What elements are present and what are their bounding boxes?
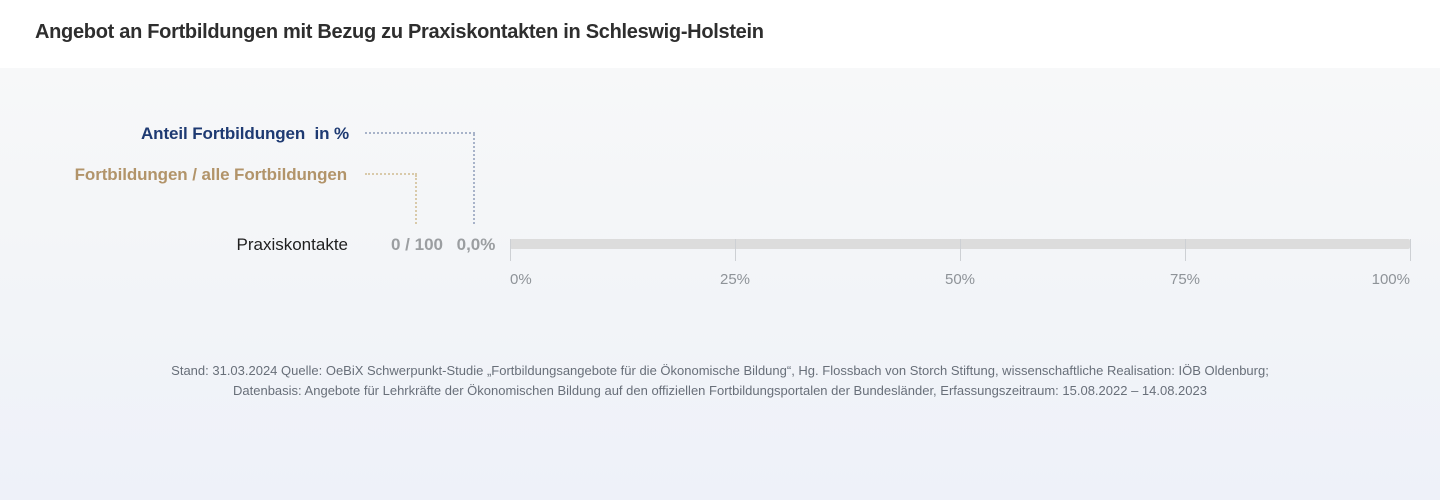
ratio-value: 0 / 100	[391, 235, 443, 254]
axis-tick-mark	[1185, 239, 1186, 261]
axis-tick-label: 75%	[1169, 271, 1201, 288]
source-line-1: Stand: 31.03.2024 Quelle: OeBiX Schwerpu…	[171, 363, 1269, 378]
axis-tick-mark	[510, 239, 511, 261]
legend-percent-label: Anteil Fortbildungen in %	[141, 124, 349, 143]
percent-value: 0,0%	[456, 235, 496, 254]
source-note: Stand: 31.03.2024 Quelle: OeBiX Schwerpu…	[0, 361, 1440, 401]
axis-tick-label: 0%	[510, 271, 532, 288]
header: Angebot an Fortbildungen mit Bezug zu Pr…	[0, 0, 1440, 68]
source-line-2: Datenbasis: Angebote für Lehrkräfte der …	[233, 383, 1207, 398]
ratio-leader-line-vertical	[415, 175, 417, 224]
page-title: Angebot an Fortbildungen mit Bezug zu Pr…	[35, 21, 764, 43]
axis-tick-mark	[960, 239, 961, 261]
axis-tick-label: 50%	[944, 271, 976, 288]
chart-area: Anteil Fortbildungen in % Fortbildungen …	[0, 68, 1440, 500]
axis-tick-label: 100%	[1371, 271, 1410, 288]
percent-leader-line-horizontal	[365, 132, 475, 134]
x-axis: 0% 25% 50% 75% 100%	[510, 239, 1411, 299]
percent-leader-line-vertical	[473, 134, 475, 224]
axis-tick-label: 25%	[719, 271, 751, 288]
ratio-leader-line-horizontal	[365, 173, 417, 175]
legend-ratio-label: Fortbildungen / alle Fortbildungen	[74, 165, 347, 184]
category-label: Praxiskontakte	[236, 235, 349, 254]
axis-tick-mark	[735, 239, 736, 261]
axis-tick-mark	[1410, 239, 1411, 261]
